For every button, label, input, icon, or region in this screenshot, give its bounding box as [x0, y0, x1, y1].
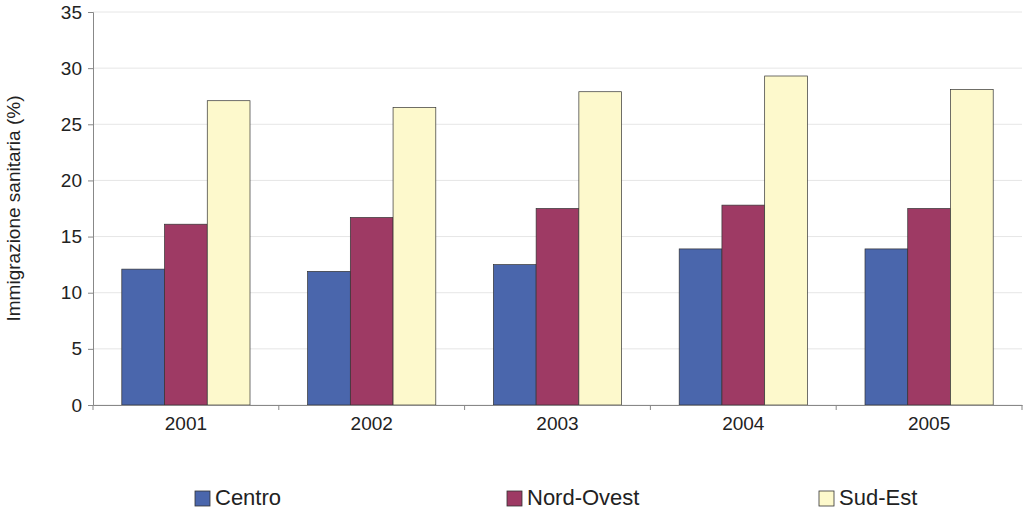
tick-label: 20	[61, 170, 82, 191]
bar	[122, 269, 165, 405]
tick: 2005	[908, 405, 950, 434]
separator-tick	[836, 405, 837, 410]
tick-label: 2002	[351, 413, 393, 434]
tick-label: 30	[61, 58, 82, 79]
x-axis: 2001 2002 2003 2004 2005	[93, 405, 1023, 434]
y-axis-title: Immigrazione sanitaria (%)	[3, 96, 24, 322]
tick-label: 2003	[536, 413, 578, 434]
bar	[165, 224, 208, 405]
bar	[350, 217, 393, 405]
legend-item: Centro	[195, 485, 281, 510]
tick-mark	[88, 12, 93, 13]
tick-label: 25	[61, 114, 82, 135]
tick-mark	[88, 349, 93, 350]
tick: 25	[61, 114, 93, 135]
tick-label: 2001	[165, 413, 207, 434]
y-axis: 0 5 10 15 20 25 30 35	[61, 2, 94, 416]
tick: 15	[61, 226, 93, 247]
tick: 2001	[165, 405, 207, 434]
legend-item: Nord-Ovest	[507, 485, 639, 510]
legend-swatch	[195, 491, 210, 506]
bar	[393, 107, 436, 405]
tick-mark	[88, 68, 93, 69]
separator-tick	[650, 405, 651, 410]
tick: 2003	[536, 405, 578, 434]
separator-tick	[1022, 405, 1023, 410]
bar	[679, 249, 722, 405]
axis-line	[94, 405, 1023, 406]
axis-line	[88, 13, 94, 406]
tick-label: 5	[71, 338, 82, 359]
plot: 0 5 10 15 20 25 30 35 2001 2002 2003 2004 2005	[61, 2, 1023, 435]
legend-label: Centro	[215, 485, 281, 510]
legend-swatch	[819, 491, 834, 506]
bar	[765, 76, 808, 405]
tick: 2004	[722, 405, 765, 434]
separator-tick	[464, 405, 465, 410]
bar	[579, 92, 622, 405]
tick-mark	[88, 180, 93, 181]
bars	[122, 76, 993, 405]
tick-label: 0	[71, 395, 82, 416]
grid	[93, 12, 1022, 405]
tick-label: 10	[61, 282, 82, 303]
tick-label: 15	[61, 226, 82, 247]
tick: 2002	[351, 405, 393, 434]
tick: 10	[61, 282, 93, 303]
grid-line	[93, 68, 1022, 69]
tick-mark	[88, 405, 93, 406]
legend-item: Sud-Est	[819, 485, 917, 510]
tick: 20	[61, 170, 93, 191]
separator-tick	[93, 405, 94, 410]
legend-swatch	[507, 491, 522, 506]
bar	[493, 265, 536, 405]
legend-label: Sud-Est	[839, 485, 917, 510]
bar	[308, 271, 351, 405]
bar	[865, 249, 908, 405]
bar	[908, 209, 951, 406]
grid-line	[93, 12, 1022, 13]
tick-mark	[88, 293, 93, 294]
bar	[207, 101, 250, 405]
tick-mark	[88, 237, 93, 238]
tick: 35	[61, 2, 93, 23]
separator-tick	[278, 405, 279, 410]
tick: 30	[61, 58, 93, 79]
chart: 0 5 10 15 20 25 30 35 2001 2002 2003 2004 2005 Immigr…	[0, 0, 1024, 518]
bar	[950, 89, 993, 405]
tick-mark	[88, 124, 93, 125]
bar	[722, 205, 765, 405]
tick-label: 2005	[908, 413, 950, 434]
legend-label: Nord-Ovest	[527, 485, 639, 510]
bar	[536, 209, 579, 406]
tick-label: 35	[61, 2, 82, 23]
legend: Centro Nord-Ovest Sud-Est	[195, 485, 917, 510]
tick: 5	[71, 338, 93, 359]
tick: 0	[71, 395, 93, 416]
tick-label: 2004	[722, 413, 765, 434]
category-separators	[93, 405, 1022, 410]
